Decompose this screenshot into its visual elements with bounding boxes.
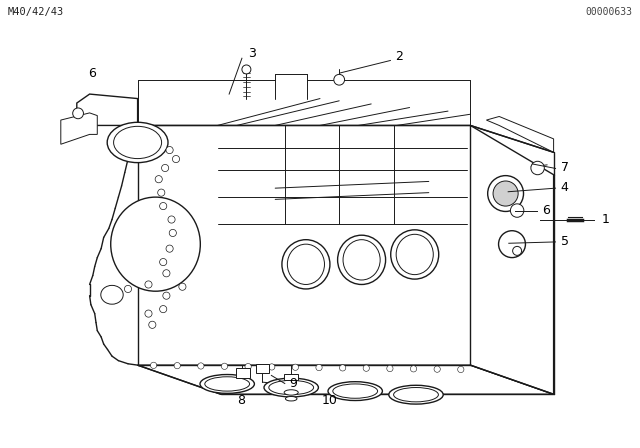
Text: 5: 5 bbox=[561, 234, 569, 248]
Circle shape bbox=[148, 321, 156, 328]
Text: 9: 9 bbox=[289, 377, 297, 391]
Circle shape bbox=[159, 258, 167, 266]
Ellipse shape bbox=[390, 230, 439, 279]
Text: 6: 6 bbox=[88, 66, 96, 80]
Circle shape bbox=[499, 231, 525, 258]
Circle shape bbox=[145, 310, 152, 317]
Ellipse shape bbox=[394, 388, 438, 402]
Polygon shape bbox=[61, 113, 97, 144]
Circle shape bbox=[159, 306, 167, 313]
Ellipse shape bbox=[200, 375, 254, 393]
Circle shape bbox=[493, 181, 518, 206]
Ellipse shape bbox=[269, 380, 314, 395]
Text: 2: 2 bbox=[396, 50, 403, 64]
Text: 6: 6 bbox=[542, 204, 550, 217]
Circle shape bbox=[166, 245, 173, 252]
Ellipse shape bbox=[338, 235, 385, 284]
Text: M40/42/43: M40/42/43 bbox=[8, 7, 64, 17]
Text: 8: 8 bbox=[237, 393, 245, 407]
Ellipse shape bbox=[328, 382, 383, 401]
Circle shape bbox=[168, 216, 175, 223]
Circle shape bbox=[161, 164, 169, 172]
Ellipse shape bbox=[107, 122, 168, 163]
Circle shape bbox=[387, 366, 393, 372]
Ellipse shape bbox=[264, 378, 319, 397]
Circle shape bbox=[434, 366, 440, 372]
Polygon shape bbox=[77, 94, 138, 125]
Ellipse shape bbox=[114, 126, 161, 159]
Circle shape bbox=[339, 365, 346, 371]
Ellipse shape bbox=[205, 377, 250, 391]
Circle shape bbox=[316, 364, 322, 370]
Ellipse shape bbox=[285, 396, 297, 401]
Polygon shape bbox=[138, 365, 554, 394]
Circle shape bbox=[531, 161, 545, 175]
Ellipse shape bbox=[333, 384, 378, 398]
Bar bbox=[236, 368, 250, 378]
Text: 3: 3 bbox=[248, 47, 256, 60]
Circle shape bbox=[334, 74, 344, 85]
Circle shape bbox=[458, 366, 464, 373]
Circle shape bbox=[179, 283, 186, 290]
Circle shape bbox=[198, 363, 204, 369]
Text: 7: 7 bbox=[561, 161, 569, 174]
Ellipse shape bbox=[396, 234, 433, 275]
Circle shape bbox=[145, 281, 152, 288]
Circle shape bbox=[292, 364, 298, 370]
Circle shape bbox=[269, 364, 275, 370]
Circle shape bbox=[163, 270, 170, 277]
Circle shape bbox=[410, 366, 417, 372]
Text: 00000633: 00000633 bbox=[585, 7, 632, 17]
Ellipse shape bbox=[111, 197, 200, 291]
Circle shape bbox=[157, 189, 165, 196]
Polygon shape bbox=[112, 125, 138, 365]
Circle shape bbox=[242, 65, 251, 74]
Circle shape bbox=[124, 285, 132, 293]
Polygon shape bbox=[90, 125, 138, 365]
Circle shape bbox=[166, 146, 173, 154]
Ellipse shape bbox=[282, 240, 330, 289]
Polygon shape bbox=[486, 116, 554, 152]
Circle shape bbox=[221, 363, 228, 370]
Circle shape bbox=[488, 176, 524, 211]
Text: 10: 10 bbox=[322, 393, 338, 407]
Text: 1: 1 bbox=[602, 213, 609, 226]
Circle shape bbox=[513, 246, 522, 255]
Circle shape bbox=[150, 362, 157, 368]
Ellipse shape bbox=[101, 285, 123, 304]
Circle shape bbox=[174, 362, 180, 369]
Circle shape bbox=[159, 202, 167, 210]
Circle shape bbox=[169, 229, 177, 237]
Bar bbox=[284, 374, 298, 380]
Text: 4: 4 bbox=[561, 181, 568, 194]
Polygon shape bbox=[138, 125, 554, 394]
Circle shape bbox=[363, 365, 369, 371]
Bar bbox=[256, 364, 269, 373]
Circle shape bbox=[163, 292, 170, 299]
Circle shape bbox=[511, 204, 524, 217]
Ellipse shape bbox=[287, 244, 324, 284]
Circle shape bbox=[245, 363, 252, 370]
Circle shape bbox=[73, 108, 83, 119]
Polygon shape bbox=[70, 125, 138, 365]
Ellipse shape bbox=[343, 240, 380, 280]
Circle shape bbox=[155, 176, 163, 183]
Ellipse shape bbox=[284, 390, 298, 395]
Ellipse shape bbox=[389, 385, 443, 404]
Circle shape bbox=[172, 155, 180, 163]
